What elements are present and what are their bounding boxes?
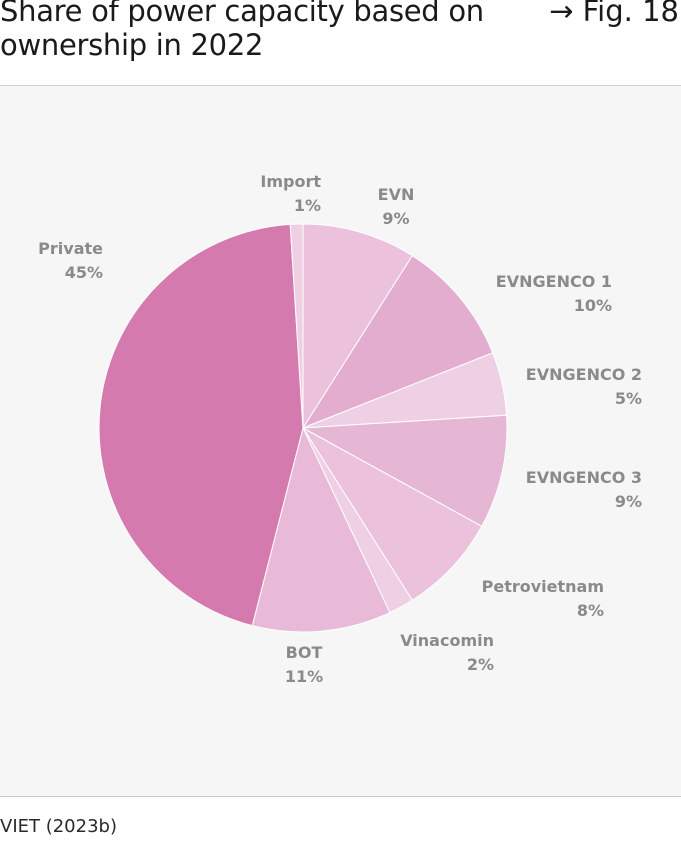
slice-value-bot: 11% (285, 667, 323, 686)
slice-value-vinacomin: 2% (467, 655, 494, 674)
pie-slice-evngenco-3 (301, 414, 508, 527)
slice-label-petrovietnam: Petrovietnam (482, 577, 604, 596)
slice-value-evngenco-3: 9% (615, 492, 642, 511)
slice-value-evngenco-2: 5% (615, 389, 642, 408)
slice-value-evn: 9% (382, 209, 409, 228)
slice-label-evngenco-2: EVNGENCO 2 (526, 365, 642, 384)
slice-label-evngenco-1: EVNGENCO 1 (496, 272, 612, 291)
slice-label-import: Import (260, 172, 321, 191)
pie-slice-evn (302, 223, 414, 430)
slice-label-bot: BOT (286, 643, 323, 662)
slice-label-evngenco-3: EVNGENCO 3 (526, 468, 642, 487)
slice-value-private: 45% (65, 263, 103, 282)
pie-chart: EVN 9% EVNGENCO 1 10% EVNGENCO 2 5% EVNGENCO 3… (38, 172, 642, 686)
chart-title: Share of power capacity based on ownersh… (0, 0, 484, 62)
slice-label-vinacomin: Vinacomin (400, 631, 494, 650)
slice-label-evn: EVN (378, 185, 415, 204)
figure-reference-link[interactable]: → Fig. 18 (549, 0, 679, 28)
pie-slice-import (289, 223, 304, 429)
pie-slice-petrovietnam (302, 427, 483, 601)
pie-slice-private (98, 223, 304, 627)
slice-value-import: 1% (294, 196, 321, 215)
slice-label-private: Private (38, 239, 103, 258)
slice-value-evngenco-1: 10% (574, 296, 612, 315)
pie-slice-bot (251, 426, 391, 633)
chart-panel: EVN 9% EVNGENCO 1 10% EVNGENCO 2 5% EVNGENCO 3… (0, 85, 681, 797)
pie-slice-evngenco-1 (301, 255, 494, 430)
slice-value-petrovietnam: 8% (577, 601, 604, 620)
source-note: VIET (2023b) (0, 816, 117, 837)
